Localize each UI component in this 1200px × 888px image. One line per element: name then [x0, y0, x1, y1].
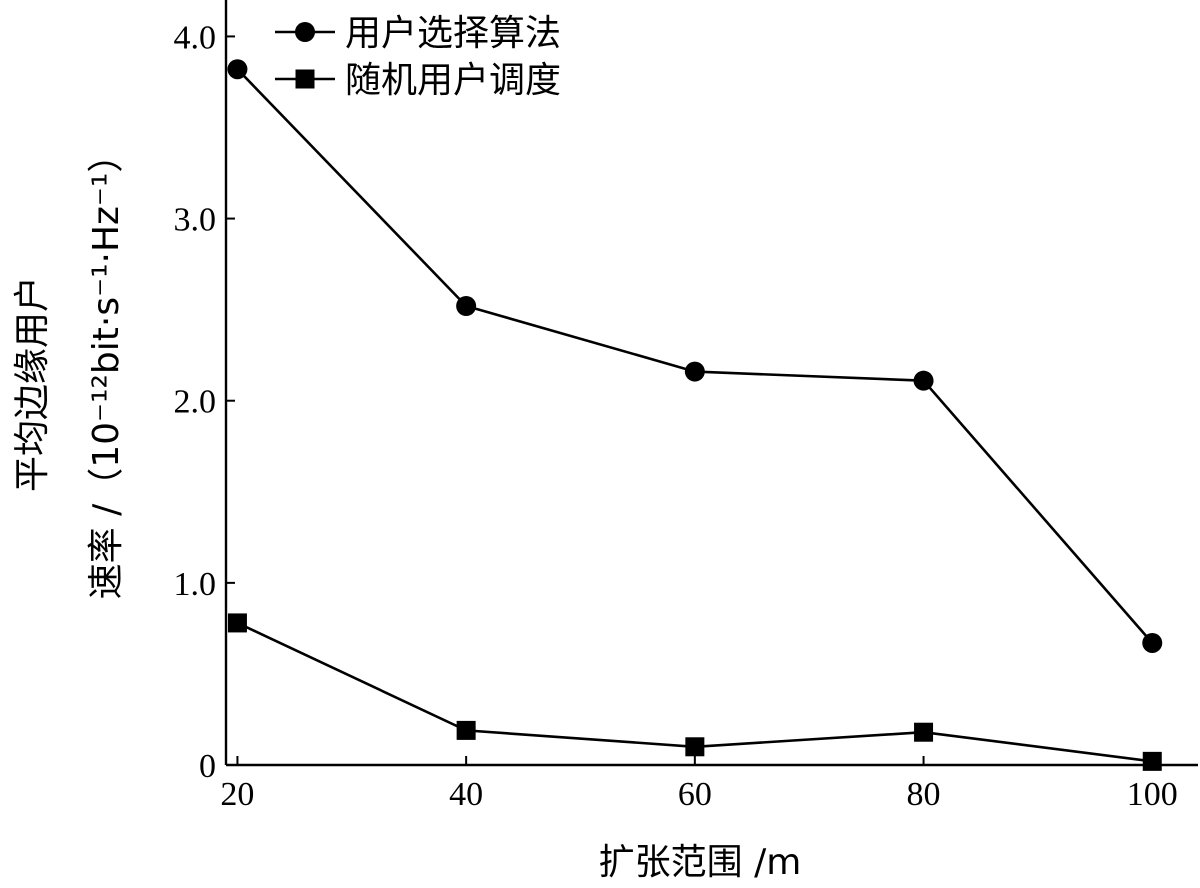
data-point-square — [914, 722, 934, 742]
data-point-circle — [227, 59, 248, 80]
y-tick-label: 4.0 — [174, 19, 217, 56]
x-tick-label: 60 — [678, 776, 712, 813]
legend-item: 用户选择算法 — [275, 13, 561, 54]
y-tick-label: 0 — [199, 748, 216, 785]
data-point-circle — [1142, 632, 1163, 653]
x-axis-title: 扩张范围 /m — [599, 842, 802, 883]
series-1 — [227, 59, 1163, 653]
data-point-square — [456, 720, 476, 740]
series-line — [236, 68, 1154, 644]
data-point-circle — [456, 296, 477, 316]
y-tick-label: 1.0 — [174, 566, 217, 603]
data-point-square — [227, 613, 247, 633]
x-tick-label: 100 — [1127, 776, 1178, 813]
legend-item: 随机用户调度 — [275, 60, 561, 101]
data-point-square — [685, 737, 705, 757]
legend-circle-marker — [295, 22, 315, 42]
y-tick-label: 2.0 — [174, 384, 217, 421]
legend-square-marker — [295, 69, 315, 89]
data-point-circle — [684, 361, 705, 382]
data-point-circle — [913, 370, 934, 391]
data-point-square — [1142, 751, 1162, 771]
y-tick-label: 3.0 — [174, 202, 217, 239]
series-group — [227, 59, 1163, 771]
axis-titles: 扩张范围 /m 平均边缘用户 速率 /（10⁻¹²bit·s⁻¹·Hz⁻¹） — [12, 137, 801, 883]
legend-label: 用户选择算法 — [345, 13, 561, 54]
x-tick-label: 20 — [220, 776, 254, 813]
y-axis-title-line1: 平均边缘用户 — [12, 276, 53, 492]
legend-label: 随机用户调度 — [345, 60, 561, 101]
axes: 0 1.0 2.0 3.0 4.0 20 40 60 80 100 — [174, 0, 1198, 813]
x-tick-label: 40 — [449, 776, 483, 813]
y-axis-title-line2: 速率 /（10⁻¹²bit·s⁻¹·Hz⁻¹） — [86, 137, 127, 600]
x-tick-label: 80 — [907, 776, 941, 813]
series-2 — [227, 613, 1162, 771]
